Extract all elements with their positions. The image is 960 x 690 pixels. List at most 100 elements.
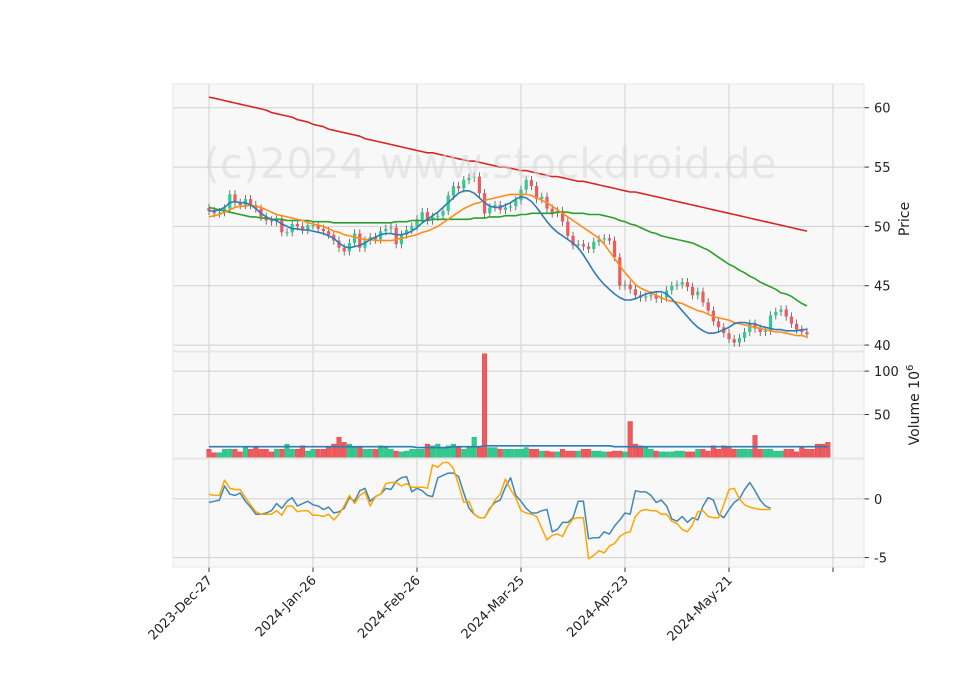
volume-bar	[320, 449, 326, 459]
volume-bar	[357, 447, 363, 459]
volume-axis-title: Volume 106	[905, 365, 923, 446]
candle-body	[327, 231, 331, 235]
price-moving-average-line-3	[208, 193, 808, 338]
volume-bar	[513, 449, 519, 459]
candle-body	[457, 186, 461, 189]
volume-panel: 50 100	[173, 352, 899, 459]
volume-bar	[560, 449, 566, 459]
candle-body	[576, 244, 580, 246]
volume-bar	[726, 447, 732, 459]
candle-body	[644, 296, 648, 298]
panel-border-3	[172, 458, 865, 568]
candle-body	[373, 237, 377, 240]
x-tick-label: 2023-Dec-27	[146, 573, 216, 643]
oscillator-y-tick-label: 0	[874, 493, 882, 508]
volume-average-line-1	[209, 444, 828, 449]
volume-bar	[596, 450, 602, 459]
watermark: (c)2024 www.stockdroid.de	[204, 139, 777, 188]
candle-body	[727, 333, 731, 340]
volume-bar	[606, 451, 612, 459]
candle-body	[295, 224, 299, 227]
volume-bar	[736, 449, 742, 459]
volume-bar	[539, 450, 545, 459]
volume-bar	[757, 449, 763, 459]
candle-body	[800, 329, 804, 333]
volume-bar	[778, 450, 784, 459]
volume-axis-exponent: 6	[905, 365, 916, 371]
volume-bar	[617, 450, 623, 459]
volume-bar	[310, 449, 316, 459]
candle-body	[597, 239, 601, 242]
candle-body	[212, 210, 216, 214]
oscillator-y-tick-label: -5	[874, 552, 887, 567]
volume-axis-title-text: Volume 10	[907, 371, 923, 445]
volume-bar	[242, 447, 248, 459]
volume-bar	[237, 451, 243, 459]
volume-bar	[747, 449, 753, 459]
candle-body	[607, 238, 611, 241]
volume-bar	[710, 445, 716, 459]
volume-bar	[773, 450, 779, 459]
candle-body	[680, 282, 684, 285]
candle-body	[488, 207, 492, 214]
volume-bar	[643, 447, 649, 459]
candle-body	[405, 229, 409, 235]
x-tick-label: 2024-Feb-26	[355, 573, 424, 642]
volume-bar	[575, 450, 581, 459]
volume-bar	[388, 449, 394, 459]
x-tick-label: 2024-Mar-25	[459, 573, 528, 642]
candle-body	[535, 186, 539, 200]
volume-bar	[461, 449, 467, 459]
volume-bar	[279, 449, 285, 459]
candle-body	[717, 321, 721, 328]
candle-body	[353, 233, 357, 244]
candle-body	[472, 176, 476, 178]
volume-bar	[482, 353, 488, 459]
candle-body	[249, 199, 253, 206]
volume-bar	[768, 449, 774, 459]
volume-bar	[528, 449, 534, 459]
volume-bar	[435, 443, 441, 459]
candle-body	[462, 180, 466, 189]
candle-body	[285, 232, 289, 234]
candle-body	[389, 227, 393, 229]
candle-body	[732, 339, 736, 343]
volume-bar	[409, 449, 415, 459]
price-moving-average-line-4	[209, 190, 807, 335]
volume-y-tick-label: 100	[874, 365, 899, 380]
volume-bar	[544, 450, 550, 459]
panel-border-1	[172, 83, 865, 352]
volume-bar	[690, 451, 696, 459]
volume-bar	[414, 449, 420, 459]
volume-bar	[809, 449, 815, 459]
volume-bar	[398, 451, 404, 459]
volume-bar	[336, 436, 342, 459]
candle-body	[633, 289, 637, 296]
volume-bar	[487, 447, 493, 459]
volume-bar	[679, 450, 685, 459]
volume-bar	[263, 449, 269, 459]
volume-bar	[565, 450, 571, 459]
candle-body	[654, 295, 658, 299]
volume-bar	[492, 447, 498, 459]
candle-body	[467, 177, 471, 181]
volume-bar	[508, 449, 514, 459]
candle-body	[701, 291, 705, 303]
volume-bar	[518, 449, 524, 459]
candle-body	[550, 208, 554, 214]
candle-body	[363, 240, 367, 248]
candle-body	[649, 295, 653, 297]
candle-body	[451, 186, 455, 196]
volume-bar	[570, 450, 576, 459]
price-y-tick-label: 50	[874, 220, 891, 235]
candle-body	[311, 225, 315, 227]
candle-body	[743, 332, 747, 338]
x-tick-label: 2024-May-21	[665, 573, 736, 644]
candle-body	[217, 212, 221, 214]
price-moving-average-line-1	[208, 96, 808, 232]
candle-body	[514, 200, 518, 207]
price-panel: 40 45 50 55 60	[173, 84, 891, 354]
volume-bar	[549, 451, 555, 459]
x-tick-label: 2024-Apr-23	[564, 573, 631, 640]
